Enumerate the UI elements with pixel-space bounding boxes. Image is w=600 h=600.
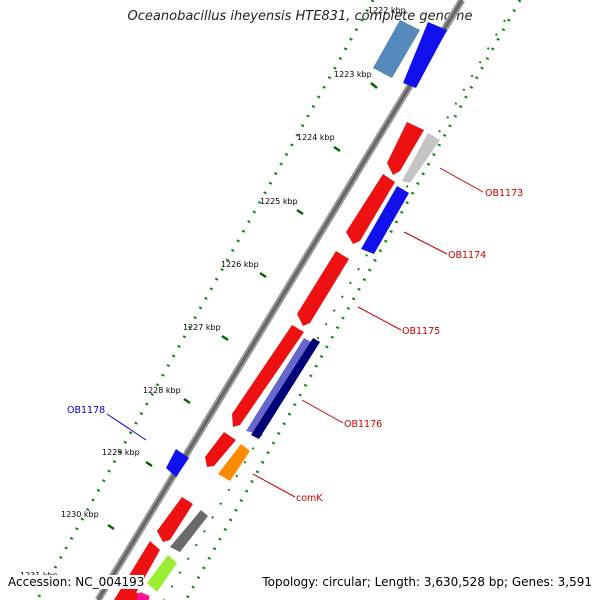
gene-feature[interactable]	[170, 510, 208, 552]
ruler-label: 1229 kbp	[102, 448, 140, 457]
gene-feature[interactable]	[346, 174, 395, 244]
ruler-label: 1224 kbp	[297, 133, 335, 142]
forward-gene-track	[114, 20, 424, 600]
ruler-label: 1223 kbp	[334, 70, 372, 79]
gene-feature[interactable]	[147, 555, 177, 592]
gene-feature[interactable]	[218, 444, 250, 481]
gene-feature[interactable]	[251, 338, 320, 439]
gene-label-comk[interactable]: comK	[296, 493, 323, 504]
gene-feature[interactable]	[136, 592, 150, 600]
gene-feature[interactable]	[297, 251, 349, 326]
gene-label-ob1174[interactable]: OB1174	[448, 250, 486, 261]
inner-tick-track	[163, 19, 506, 600]
ruler-major-ticks	[107, 82, 378, 531]
gene-feature[interactable]	[232, 325, 304, 427]
ruler-track	[35, 0, 375, 600]
gene-feature[interactable]	[114, 541, 160, 600]
gene-feature[interactable]	[361, 186, 409, 254]
gene-feature[interactable]	[387, 122, 424, 175]
gene-label-ob1173[interactable]: OB1173	[485, 188, 523, 199]
genome-summary-text: Topology: circular; Length: 3,630,528 bp…	[262, 575, 592, 589]
gene-feature[interactable]	[205, 432, 236, 467]
ruler-label: 1225 kbp	[260, 197, 298, 206]
accession-text: Accession: NC_004193	[8, 575, 145, 589]
gene-label-ob1176[interactable]: OB1176	[344, 419, 382, 430]
genome-backbone	[95, 0, 465, 600]
gene-label-ob1175[interactable]: OB1175	[402, 326, 440, 337]
ruler-label: 1222 kbp	[368, 6, 406, 15]
ruler-label: 1227 kbp	[183, 323, 221, 332]
ruler-label: 1226 kbp	[221, 260, 259, 269]
reverse-gene-track	[136, 22, 447, 600]
map-title: Oceanobacillus iheyensis HTE831, complet…	[127, 9, 473, 24]
ruler-labels: 1222 kbp 1223 kbp 1224 kbp 1225 kbp 1226…	[20, 6, 406, 580]
outer-tick-track	[184, 0, 522, 600]
gene-feature-ob1178[interactable]	[166, 449, 189, 477]
callout-lines	[106, 167, 484, 498]
gene-feature[interactable]	[402, 133, 440, 183]
gene-feature[interactable]	[373, 20, 420, 78]
ruler-label: 1228 kbp	[143, 386, 181, 395]
gene-feature[interactable]	[403, 22, 447, 88]
gene-feature[interactable]	[157, 497, 193, 542]
gene-labels: OB1173 OB1174 OB1175 OB1176 OB1178 comK	[67, 188, 523, 504]
gene-label-ob1178[interactable]: OB1178	[67, 405, 105, 416]
gene-feature[interactable]	[246, 338, 313, 433]
ruler-label: 1230 kbp	[61, 510, 99, 519]
